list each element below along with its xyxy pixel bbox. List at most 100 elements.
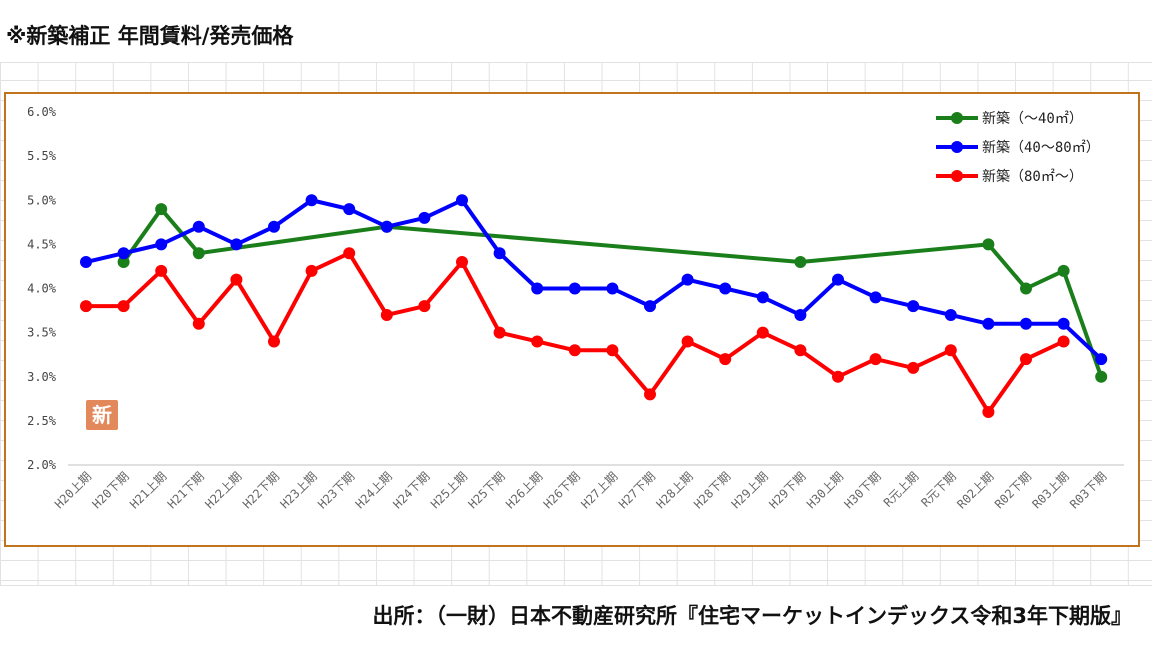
header-band — [0, 0, 1152, 63]
data-point — [644, 300, 656, 313]
footer-band — [0, 585, 1152, 649]
data-point — [230, 273, 243, 286]
data-point — [192, 220, 205, 233]
data-point — [268, 335, 280, 348]
x-tick-label: H26上期 — [503, 469, 545, 511]
legend-marker — [951, 141, 963, 153]
data-point — [568, 344, 581, 357]
y-tick-label: 6.0% — [27, 105, 57, 119]
data-point — [907, 361, 920, 374]
data-point — [343, 203, 356, 216]
y-tick-label: 5.5% — [27, 149, 57, 163]
x-tick-label: H22下期 — [240, 469, 282, 511]
x-tick-label: H20上期 — [52, 469, 94, 511]
chart-heading: ※新築補正 年間賃料/発売価格 — [6, 24, 294, 48]
data-point — [1057, 335, 1070, 348]
source-citation: 出所：（一財）日本不動産研究所『住宅マーケットインデックス令和3年下期版』 — [372, 604, 1132, 628]
data-point — [832, 273, 844, 286]
y-tick-label: 3.0% — [27, 370, 57, 384]
data-point — [380, 220, 393, 233]
legend-label: 新築（～40㎡） — [982, 111, 1083, 127]
y-tick-label: 2.0% — [27, 458, 57, 472]
data-point — [681, 335, 694, 348]
data-point — [944, 308, 957, 321]
data-point — [568, 282, 581, 295]
x-tick-label: R元下期 — [918, 469, 958, 509]
data-point — [832, 370, 844, 383]
line-chart: 6.0% 5.5% 5.0% 4.5% 4.0% 3.5% 3.0% 2.5% 2.0% H20… — [27, 105, 1124, 511]
data-point — [230, 238, 243, 251]
x-tick-label: H23下期 — [315, 469, 357, 511]
x-tick-label: R02下期 — [992, 469, 1034, 511]
x-tick-label: H28上期 — [654, 469, 696, 511]
x-tick-label: H20下期 — [90, 469, 132, 511]
legend-label: 新築（80㎡～） — [982, 169, 1083, 185]
x-tick-label: H26下期 — [541, 469, 583, 511]
x-tick-label: H29上期 — [729, 469, 771, 511]
data-point — [456, 256, 468, 269]
data-point — [305, 194, 318, 207]
x-tick-label: H22上期 — [202, 469, 244, 511]
data-point — [1095, 370, 1108, 383]
data-point — [794, 256, 807, 269]
y-tick-label: 2.5% — [27, 414, 57, 428]
legend-marker — [951, 170, 963, 182]
data-point — [1020, 353, 1032, 366]
data-point — [155, 203, 168, 216]
data-point — [719, 282, 732, 295]
x-tick-label: R03上期 — [1030, 469, 1072, 511]
data-point — [192, 317, 205, 330]
data-point — [982, 406, 995, 419]
x-tick-label: R02上期 — [954, 469, 996, 511]
data-point — [117, 247, 130, 260]
x-tick-label: H29下期 — [766, 469, 808, 511]
data-point — [380, 308, 393, 321]
data-point — [531, 282, 544, 295]
data-point — [456, 194, 468, 207]
data-point — [305, 264, 318, 277]
x-tick-label: R元上期 — [881, 469, 921, 509]
data-point — [493, 326, 506, 339]
legend-label: 新築（40～80㎡） — [982, 140, 1100, 156]
legend-marker — [951, 112, 963, 124]
x-tick-label: H27上期 — [578, 469, 620, 511]
badge-label: 新 — [92, 403, 112, 427]
x-tick-label: H24上期 — [353, 469, 395, 511]
data-point — [1020, 317, 1032, 330]
y-tick-label: 4.0% — [27, 282, 57, 296]
x-tick-label: R03下期 — [1067, 469, 1109, 511]
x-tick-label: H25上期 — [428, 469, 470, 511]
series-line — [84, 198, 1104, 362]
data-point — [982, 317, 995, 330]
data-point — [681, 273, 694, 286]
data-point — [756, 326, 769, 339]
data-point — [268, 220, 280, 233]
x-tick-label: H25下期 — [466, 469, 508, 511]
data-point — [418, 300, 431, 313]
data-point — [982, 238, 995, 251]
y-tick-label: 4.5% — [27, 237, 57, 251]
chart-frame[interactable]: 6.0% 5.5% 5.0% 4.5% 4.0% 3.5% 3.0% 2.5% 2.0% H20… — [4, 92, 1140, 547]
data-point — [531, 335, 544, 348]
data-point — [343, 247, 356, 260]
data-point — [192, 247, 205, 260]
data-point — [869, 291, 882, 304]
y-tick-label: 3.5% — [27, 326, 57, 340]
data-point — [907, 300, 920, 313]
data-point — [1057, 317, 1070, 330]
data-point — [794, 344, 807, 357]
data-point — [719, 353, 732, 366]
data-point — [644, 388, 656, 401]
data-point — [944, 344, 957, 357]
data-point — [80, 256, 92, 269]
data-point — [155, 264, 168, 277]
data-point — [155, 238, 168, 251]
data-point — [117, 300, 130, 313]
data-point — [418, 211, 431, 224]
x-tick-label: H24下期 — [390, 469, 432, 511]
x-tick-label: H30上期 — [804, 469, 846, 511]
data-point — [869, 353, 882, 366]
data-point — [756, 291, 769, 304]
data-point — [493, 247, 506, 260]
y-tick-label: 5.0% — [27, 193, 57, 207]
